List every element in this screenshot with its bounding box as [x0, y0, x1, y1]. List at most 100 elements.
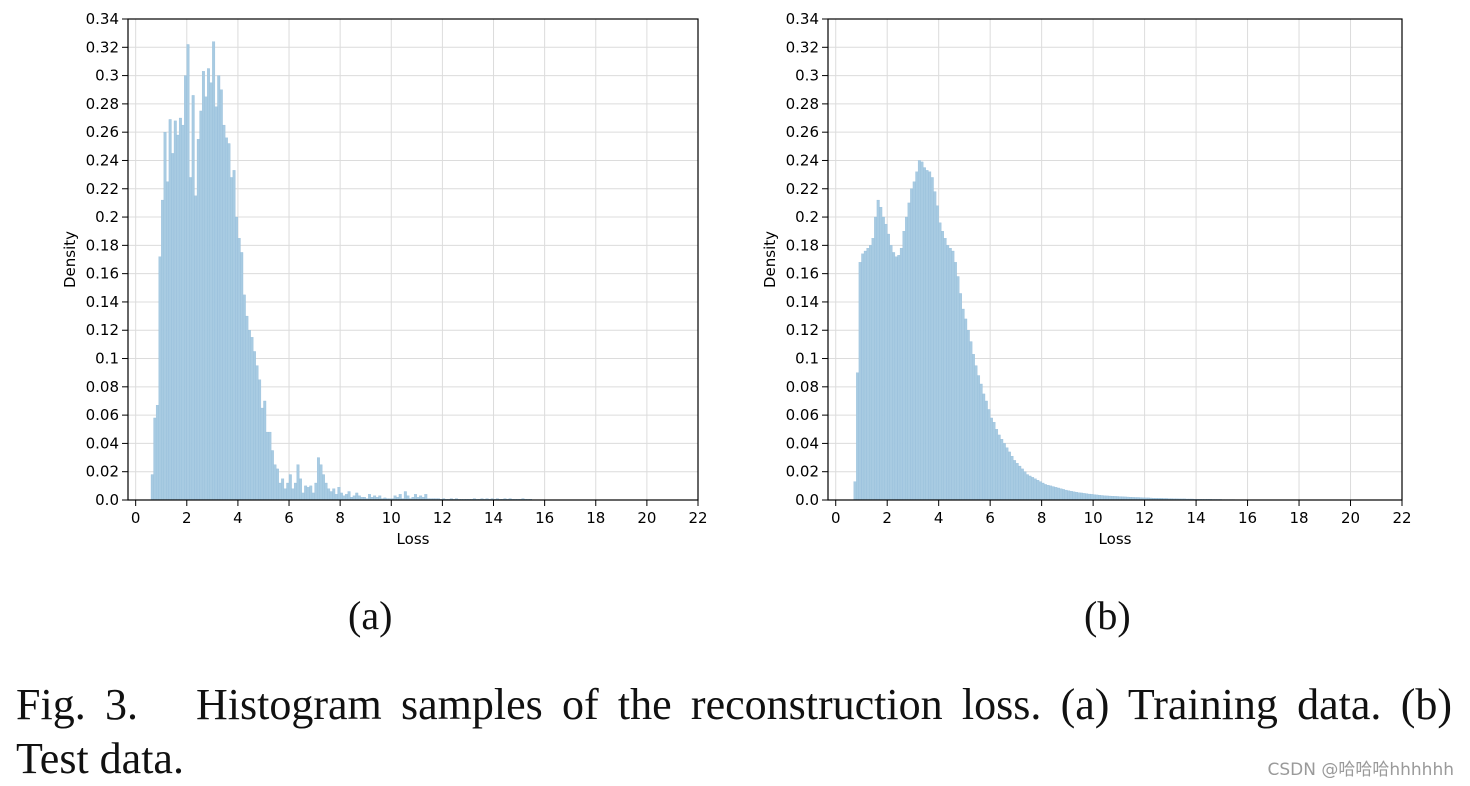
histogram-bar — [917, 160, 921, 501]
histogram-bar — [270, 450, 274, 501]
x-tick-label: 12 — [433, 509, 452, 527]
histogram-bar — [186, 44, 190, 501]
histogram-bar — [189, 177, 193, 501]
histogram-bar — [915, 171, 919, 501]
histogram-bar — [956, 276, 960, 501]
histogram-bar — [314, 482, 318, 501]
histogram-bar — [345, 494, 348, 501]
y-tick-label: 0.18 — [786, 236, 819, 254]
histogram-bar — [935, 205, 939, 501]
histogram-bar — [235, 216, 239, 501]
histogram-bar — [334, 494, 338, 501]
histogram-bar — [1028, 475, 1032, 501]
histogram-bar — [204, 96, 208, 501]
histogram-bar — [1067, 490, 1071, 501]
histogram-bar — [1092, 494, 1096, 501]
histogram-bar — [992, 422, 996, 501]
histogram-bar — [871, 238, 875, 501]
subplot-label-a: (a) — [348, 593, 393, 638]
histogram-bar — [874, 216, 878, 501]
histogram-bar — [869, 245, 872, 501]
histogram-bar — [1049, 485, 1053, 501]
histogram-bar — [887, 233, 890, 501]
histogram-bar — [324, 482, 328, 501]
y-tick-label: 0.08 — [86, 378, 119, 396]
histogram-bar — [858, 262, 862, 501]
y-tick-label: 0.1 — [95, 350, 119, 368]
histogram-bar — [260, 407, 264, 501]
histogram-bar — [306, 487, 310, 501]
histogram-bar — [961, 308, 965, 501]
histogram-bar — [217, 75, 221, 501]
histogram-bar — [337, 487, 341, 501]
histogram-bar — [163, 132, 167, 501]
histogram-bar — [884, 223, 888, 501]
histogram-bar — [219, 89, 223, 501]
histogram-bar — [856, 372, 860, 501]
histogram-bar — [1090, 494, 1094, 501]
x-tick-label: 18 — [586, 509, 605, 527]
histogram-bar — [861, 253, 865, 501]
histogram-bar — [150, 474, 154, 501]
histogram-bar — [1046, 484, 1050, 501]
y-tick-label: 0.04 — [786, 434, 819, 452]
histogram-bar — [1100, 495, 1104, 501]
histogram-bar — [977, 375, 981, 501]
histogram-bar — [1054, 487, 1058, 501]
histogram-bar — [1013, 460, 1017, 501]
histogram-bar — [209, 82, 213, 501]
y-tick-label: 0.3 — [795, 67, 819, 85]
y-tick-label: 0.08 — [786, 378, 819, 396]
histogram-bar — [161, 199, 164, 501]
y-tick-label: 0.28 — [86, 95, 119, 113]
histogram-bar — [946, 245, 950, 501]
histogram-bar — [902, 231, 906, 501]
histogram-bar — [309, 485, 313, 501]
histogram-bar — [905, 216, 908, 501]
histogram-bar — [1105, 495, 1109, 501]
histogram-bar — [925, 170, 929, 501]
histogram-bar — [1072, 491, 1076, 501]
histogram-bar — [342, 495, 346, 501]
y-tick-label: 0.0 — [795, 491, 819, 509]
y-tick-label: 0.18 — [86, 236, 119, 254]
histogram-bar — [171, 153, 175, 501]
histogram-bar — [987, 409, 991, 501]
histogram-bar — [393, 495, 397, 501]
histogram-bar — [304, 485, 308, 501]
histogram-bar — [881, 216, 885, 501]
y-tick-label: 0.0 — [95, 491, 119, 509]
histogram-bar — [1015, 463, 1019, 501]
histogram-bar — [296, 464, 300, 501]
histogram-bar — [995, 429, 999, 501]
histogram-bar — [196, 139, 200, 501]
histogram-bar — [953, 262, 957, 501]
histogram-bar — [863, 250, 867, 501]
y-tick-label: 0.32 — [86, 38, 119, 56]
histogram-bar — [1062, 489, 1065, 501]
y-tick-label: 0.04 — [86, 434, 119, 452]
histogram-bar — [984, 400, 988, 501]
x-tick-label: 18 — [1289, 509, 1308, 527]
histogram-bar — [155, 405, 159, 501]
histogram-bar — [1036, 480, 1040, 501]
histogram-bar — [920, 161, 924, 501]
x-tick-label: 20 — [1341, 509, 1360, 527]
histogram-bar — [212, 41, 216, 501]
histogram-bar — [974, 365, 978, 501]
histogram-bar — [899, 248, 903, 501]
histogram-bar — [1080, 492, 1083, 501]
histogram-bar — [327, 488, 331, 501]
y-axis-label: Density — [761, 231, 779, 288]
histogram-bar — [153, 417, 157, 501]
histogram-bar — [1051, 486, 1055, 501]
histogram-bar — [424, 494, 428, 501]
histogram-bar — [316, 457, 320, 501]
histogram-bar — [199, 110, 203, 501]
histogram-bar — [966, 330, 970, 501]
histogram-bar — [971, 354, 975, 501]
histogram-bar — [1098, 495, 1101, 501]
histogram-bar — [951, 250, 955, 501]
histogram-bar — [158, 256, 162, 501]
y-tick-label: 0.14 — [86, 293, 119, 311]
